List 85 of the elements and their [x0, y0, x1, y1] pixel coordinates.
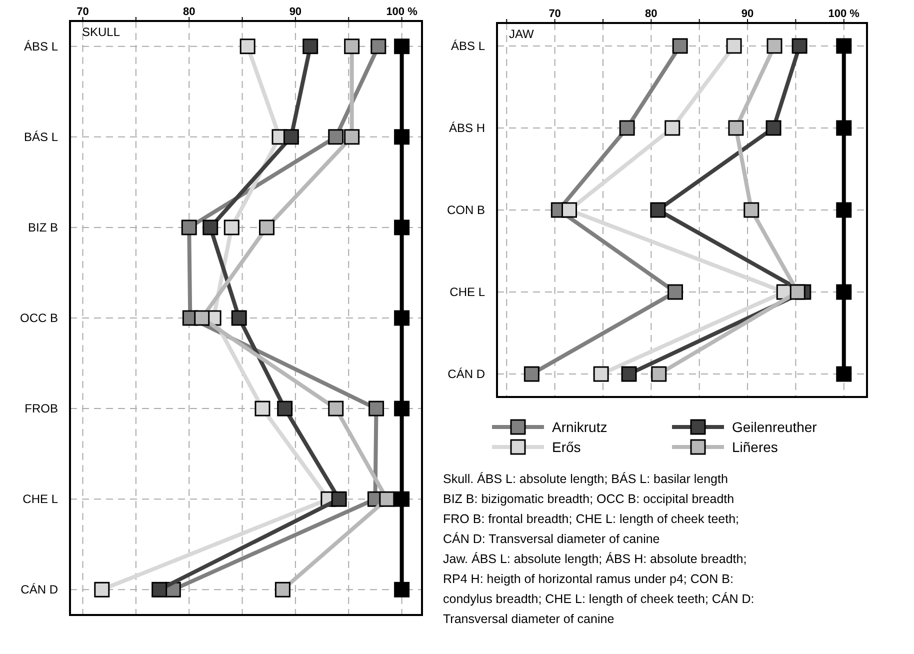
point [379, 491, 395, 507]
text: BIZ B: bizigomatic breadth; OCC B: occipital breadth [443, 492, 734, 506]
point [302, 38, 318, 54]
point [593, 366, 609, 382]
point [836, 366, 852, 382]
point [744, 202, 760, 218]
text: Jaw. ÁBS L: absolute length; ÁBS H: absolute breadth; [443, 552, 747, 566]
x-tick-label: 70 [76, 6, 89, 18]
text: condylus breadth; CHE L: length of cheek teeth; CÁN D: [443, 592, 754, 606]
point [394, 491, 410, 507]
legend-label: Geilenreuther [732, 419, 818, 435]
point [651, 366, 667, 382]
point [792, 38, 808, 54]
point [562, 202, 578, 218]
text: CÁN D: Transversal diameter of canine [443, 532, 660, 546]
point [728, 120, 744, 136]
point [836, 38, 852, 54]
legend-label: Erős [552, 439, 581, 455]
y-tick-label: CÁN D [448, 367, 486, 382]
point [258, 220, 274, 236]
point [836, 284, 852, 300]
y-tick-label: BÁS L [24, 130, 58, 144]
point [766, 120, 782, 136]
text: Skull. ÁBS L: absolute length; BÁS L: basilar length [443, 472, 728, 486]
point [331, 491, 347, 507]
point [194, 310, 210, 326]
point [370, 38, 386, 54]
point [621, 366, 637, 382]
point [664, 120, 680, 136]
point [328, 129, 344, 145]
point [524, 366, 540, 382]
legend-label: Arnikrutz [552, 419, 608, 435]
y-tick-label: ÁBS L [450, 38, 486, 53]
point [254, 400, 270, 416]
chart-title: JAW [509, 27, 535, 41]
point [836, 202, 852, 218]
point [240, 38, 256, 54]
legend-label: Liñeres [732, 439, 778, 455]
point [202, 220, 218, 236]
chart-title: SKULL [82, 25, 120, 39]
x-tick-label: 80 [645, 8, 658, 20]
point [224, 220, 240, 236]
point [94, 582, 110, 598]
y-tick-label: CÁN D [20, 582, 58, 597]
y-tick-label: CON B [446, 203, 485, 217]
point [668, 284, 684, 300]
point [394, 582, 410, 598]
x-tick-label: 100 % [386, 6, 418, 18]
y-tick-label: CHE L [22, 492, 58, 506]
point [344, 38, 360, 54]
x-tick-label: 100 % [828, 8, 860, 20]
point [394, 400, 410, 416]
text: FRO B: frontal breadth; CHE L: length of cheek teeth; [443, 512, 739, 526]
x-tick-label: 80 [182, 6, 196, 18]
point [181, 220, 197, 236]
y-tick-label: BIZ B [28, 220, 58, 234]
point [274, 582, 290, 598]
point [790, 284, 806, 300]
point [619, 120, 635, 136]
point [394, 38, 410, 54]
point [344, 129, 360, 145]
y-tick-label: OCC B [20, 311, 58, 325]
text: RP4 H: heigth of horizontal ramus under p4; CON B: [443, 572, 734, 586]
point [650, 202, 666, 218]
point [231, 310, 247, 326]
y-tick-label: ÁBS L [24, 39, 58, 54]
y-tick-label: ÁBS H [448, 120, 485, 135]
point [672, 38, 688, 54]
point [394, 310, 410, 326]
point [152, 582, 168, 598]
y-tick-label: CHE L [450, 285, 486, 300]
x-tick-label: 70 [548, 8, 561, 20]
x-tick-label: 90 [289, 6, 302, 18]
point [726, 38, 742, 54]
point [328, 400, 344, 416]
y-tick-label: FROB [24, 402, 58, 416]
point [394, 129, 410, 145]
point [277, 400, 293, 416]
point [394, 220, 410, 236]
point [766, 38, 782, 54]
point [368, 400, 384, 416]
text: Transversal diameter of canine [443, 612, 614, 626]
x-tick-label: 90 [741, 8, 754, 20]
point [836, 120, 852, 136]
point [283, 129, 299, 145]
